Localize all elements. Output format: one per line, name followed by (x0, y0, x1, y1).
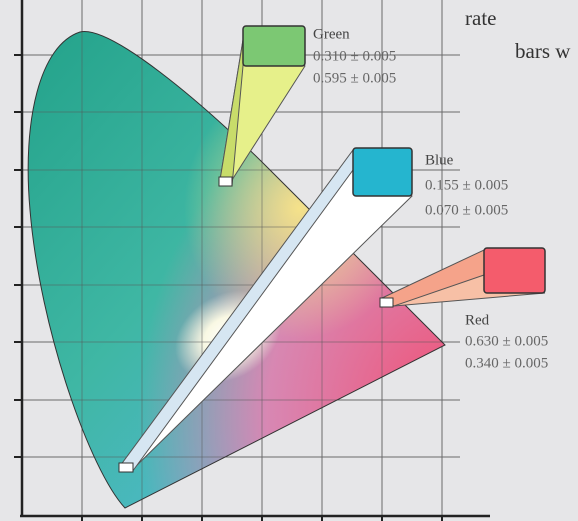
header-line: bars w (515, 39, 571, 63)
callout-label: Blue (425, 152, 454, 168)
callout-x: 0.310 ± 0.005 (313, 48, 396, 64)
green-callout (218, 25, 306, 187)
blue-callout (118, 147, 413, 473)
axes (14, 0, 490, 521)
callout-y: 0.340 ± 0.005 (465, 355, 548, 371)
callout-label: Green (313, 26, 350, 42)
callout-x: 0.155 ± 0.005 (425, 177, 508, 193)
header-line: rate (465, 6, 496, 30)
red-callout (379, 247, 546, 308)
callout-label: Red (465, 312, 490, 328)
callout-y: 0.595 ± 0.005 (313, 70, 396, 86)
callout-x: 0.630 ± 0.005 (465, 333, 548, 349)
callout-y: 0.070 ± 0.005 (425, 202, 508, 218)
